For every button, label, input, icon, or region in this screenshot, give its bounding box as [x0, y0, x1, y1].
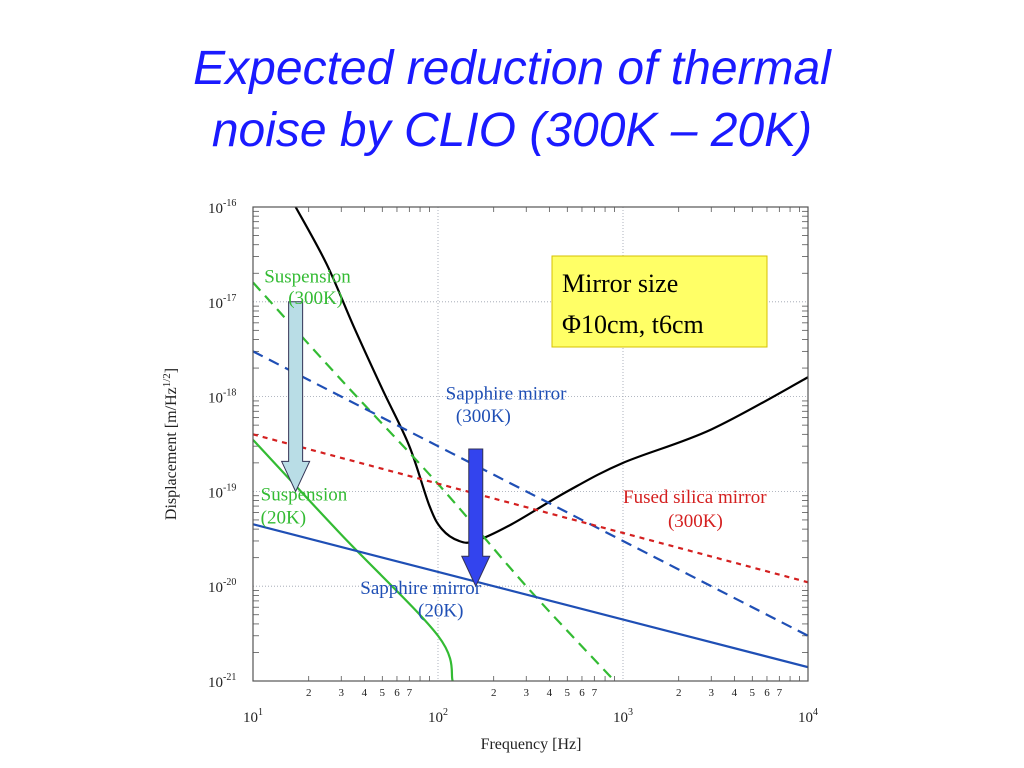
- info-box-background: [551, 255, 768, 348]
- x-minor-tick-label: 4: [732, 687, 738, 699]
- y-tick-label: 10-16: [208, 198, 236, 217]
- x-minor-tick-label: 6: [394, 687, 400, 699]
- y-tick-label: 10-19: [208, 482, 236, 501]
- x-minor-tick-label: 2: [306, 687, 312, 699]
- x-minor-tick-label: 6: [579, 687, 585, 699]
- x-minor-tick-label: 3: [524, 687, 530, 699]
- title-line-1: Expected reduction of thermal: [193, 42, 831, 95]
- x-minor-tick-label: 7: [407, 687, 413, 699]
- series-sapphire_20k: [253, 523, 808, 669]
- slide-title: Expected reduction of thermal noise by C…: [0, 38, 1024, 162]
- arrows: [280, 301, 491, 588]
- x-minor-tick-label: 2: [676, 687, 682, 699]
- curves: [253, 207, 808, 681]
- ann-sapph-300k-2: (300K): [456, 406, 511, 427]
- x-minor-tick-label: 4: [362, 687, 368, 699]
- x-minor-tick-label: 3: [339, 687, 345, 699]
- y-tick-label: 10-18: [208, 388, 236, 407]
- title-line-2: noise by CLIO (300K – 20K): [211, 104, 813, 157]
- series-fused_silica_300k: [253, 433, 808, 584]
- series-total: [294, 207, 808, 544]
- x-minor-tick-label: 4: [547, 687, 553, 699]
- x-axis-label: Frequency [Hz]: [481, 736, 582, 753]
- suspension-reduction-arrow: [280, 301, 311, 493]
- x-minor-tick-label: 7: [592, 687, 598, 699]
- x-minor-tick-label: 5: [565, 687, 571, 699]
- info-box-line-1: Mirror size: [562, 269, 678, 298]
- y-tick-label: 10-20: [208, 577, 236, 596]
- minor-ticks: [253, 207, 808, 681]
- ann-susp-300k-2: (300K): [288, 288, 343, 309]
- ann-sapph-20k-1: Sapphire mirror: [360, 578, 482, 599]
- x-tick-label: 102: [428, 707, 448, 726]
- x-minor-tick-label: 2: [491, 687, 497, 699]
- ann-susp-300k-1: Suspension: [264, 266, 351, 287]
- info-box: Mirror size Φ10cm, t6cm: [551, 255, 768, 348]
- y-tick-label: 10-17: [208, 293, 236, 312]
- x-tick-label: 103: [613, 707, 633, 726]
- x-tick-label: 104: [798, 707, 818, 726]
- annotations: Suspension(300K)Sapphire mirror(300K)Sus…: [261, 266, 768, 621]
- sapphire-reduction-arrow: [460, 448, 491, 588]
- x-minor-tick-label: 7: [777, 687, 783, 699]
- series-suspension_20k: [253, 439, 454, 681]
- x-minor-tick-label: 5: [380, 687, 386, 699]
- ann-sapph-20k-2: (20K): [418, 600, 463, 621]
- y-tick-label: 10-21: [208, 672, 236, 691]
- info-box-line-2: Φ10cm, t6cm: [562, 310, 704, 339]
- y-axis-label: Displacement [m/Hz1/2]: [161, 368, 180, 520]
- plot-frame: [252, 206, 809, 682]
- x-minor-tick-label: 3: [709, 687, 715, 699]
- ann-fused-2: (300K): [668, 511, 723, 532]
- ann-fused-1: Fused silica mirror: [623, 487, 767, 508]
- x-minor-tick-label: 6: [764, 687, 770, 699]
- x-minor-tick-label: 5: [750, 687, 756, 699]
- ann-sapph-300k-1: Sapphire mirror: [446, 384, 568, 405]
- ann-susp-20k-1: Suspension: [261, 485, 348, 506]
- x-tick-label: 101: [243, 707, 263, 726]
- ann-susp-20k-2: (20K): [261, 507, 306, 528]
